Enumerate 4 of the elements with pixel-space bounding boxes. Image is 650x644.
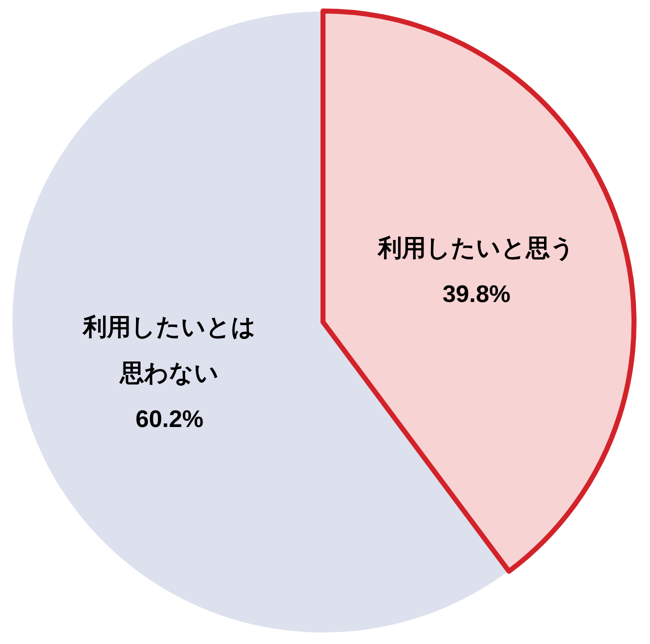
slice-label: 利用したいとは思わない xyxy=(82,314,256,387)
data-label: 60.2% xyxy=(135,406,204,433)
slice-label: 利用したいと思う xyxy=(376,235,575,262)
data-label: 39.8% xyxy=(442,281,511,308)
